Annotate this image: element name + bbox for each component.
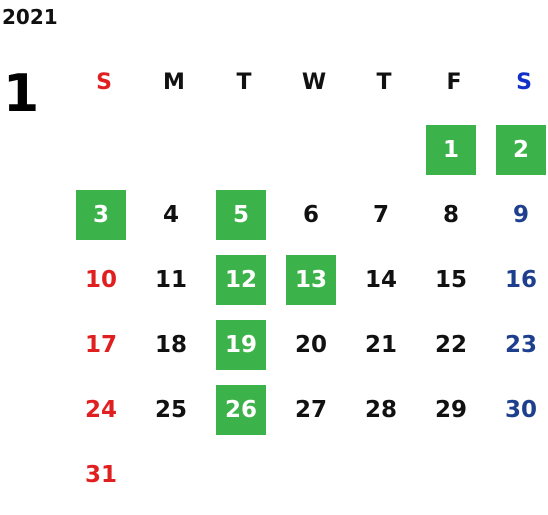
day-cell: 29 <box>419 385 489 450</box>
day-number[interactable]: 21 <box>364 332 397 358</box>
day-number[interactable]: 9 <box>512 202 529 228</box>
year-label: 2021 <box>2 5 58 29</box>
day-number[interactable]: 27 <box>294 397 327 423</box>
day-cell: 8 <box>419 190 489 255</box>
day-cell: 24 <box>69 385 139 450</box>
day-number[interactable]: 20 <box>294 332 327 358</box>
day-cell: 27 <box>279 385 349 450</box>
day-cell: 20 <box>279 320 349 385</box>
day-number[interactable]: 23 <box>504 332 537 358</box>
day-cell: 12 <box>209 255 279 320</box>
day-cell: 26 <box>209 385 279 450</box>
day-cell: 6 <box>279 190 349 255</box>
day-cell: 25 <box>139 385 209 450</box>
weekday-header: T <box>376 69 392 95</box>
weekday-header: M <box>163 69 185 95</box>
day-cell: 1 <box>419 125 489 190</box>
day-number[interactable]: 10 <box>84 267 117 293</box>
day-number[interactable]: 22 <box>434 332 467 358</box>
weekday-header: W <box>301 69 327 95</box>
highlighted-day[interactable]: 26 <box>216 385 266 435</box>
day-cell: 4 <box>139 190 209 255</box>
day-cell: 21 <box>349 320 419 385</box>
highlighted-day[interactable]: 19 <box>216 320 266 370</box>
day-cell: 31 <box>69 450 139 515</box>
day-cell: 7 <box>349 190 419 255</box>
day-cell: 17 <box>69 320 139 385</box>
highlighted-day[interactable]: 2 <box>496 125 546 175</box>
day-number[interactable]: 6 <box>302 202 319 228</box>
day-cell: 19 <box>209 320 279 385</box>
day-cell: 14 <box>349 255 419 320</box>
day-cell: 10 <box>69 255 139 320</box>
highlighted-day[interactable]: 5 <box>216 190 266 240</box>
day-cell: 9 <box>489 190 548 255</box>
day-cell: 16 <box>489 255 548 320</box>
weekday-header: S <box>516 69 532 95</box>
day-number[interactable]: 14 <box>364 267 397 293</box>
day-number[interactable]: 18 <box>154 332 187 358</box>
weekday-header: F <box>446 69 462 95</box>
day-cell: 28 <box>349 385 419 450</box>
day-cell: 5 <box>209 190 279 255</box>
day-cell: 30 <box>489 385 548 450</box>
day-number[interactable]: 29 <box>434 397 467 423</box>
highlighted-day[interactable]: 3 <box>76 190 126 240</box>
day-number[interactable]: 11 <box>154 267 187 293</box>
highlighted-day[interactable]: 12 <box>216 255 266 305</box>
day-number[interactable]: 30 <box>504 397 537 423</box>
day-cell: 13 <box>279 255 349 320</box>
day-number[interactable]: 24 <box>84 397 117 423</box>
day-number[interactable]: 25 <box>154 397 187 423</box>
day-number[interactable]: 7 <box>372 202 389 228</box>
day-cell: 18 <box>139 320 209 385</box>
day-cell: 15 <box>419 255 489 320</box>
day-number[interactable]: 16 <box>504 267 537 293</box>
day-number[interactable]: 28 <box>364 397 397 423</box>
month-number: 1 <box>3 64 40 124</box>
day-number[interactable]: 31 <box>84 462 117 488</box>
day-number[interactable]: 15 <box>434 267 467 293</box>
weekday-header: S <box>96 69 112 95</box>
day-number[interactable]: 8 <box>442 202 459 228</box>
weekday-header: T <box>236 69 252 95</box>
highlighted-day[interactable]: 1 <box>426 125 476 175</box>
day-cell: 22 <box>419 320 489 385</box>
day-cell: 3 <box>69 190 139 255</box>
day-cell: 2 <box>489 125 548 190</box>
day-cell: 23 <box>489 320 548 385</box>
day-number[interactable]: 4 <box>162 202 179 228</box>
highlighted-day[interactable]: 13 <box>286 255 336 305</box>
day-cell: 11 <box>139 255 209 320</box>
day-number[interactable]: 17 <box>84 332 117 358</box>
